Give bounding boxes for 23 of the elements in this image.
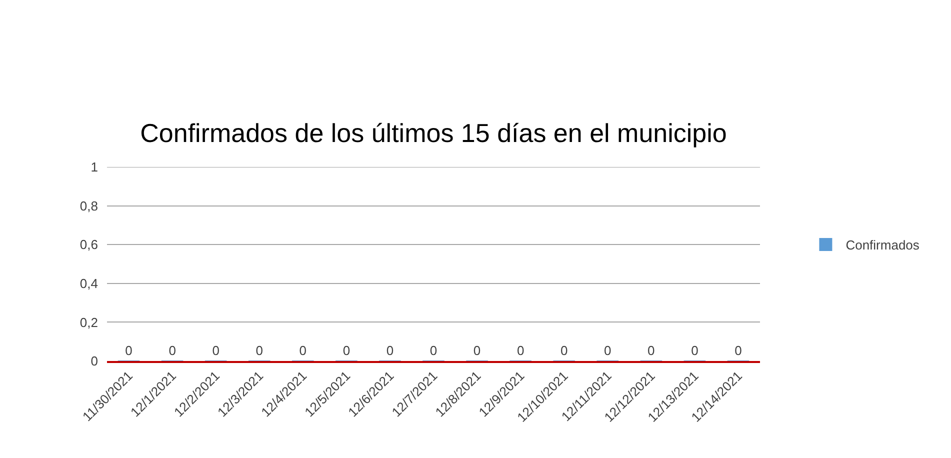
data-label: 0 (386, 343, 394, 358)
chart-title: Confirmados de los últimos 15 días en el municipio (140, 118, 727, 148)
data-label: 0 (256, 343, 263, 358)
data-label: 0 (560, 343, 568, 358)
y-tick-label: 0,4 (80, 276, 98, 291)
data-label: 0 (168, 343, 176, 358)
legend-label: Confirmados (846, 238, 920, 253)
y-tick-label: 0 (90, 354, 98, 369)
data-label: 0 (648, 343, 655, 358)
y-tick-label: 1 (90, 160, 98, 175)
data-label: 0 (342, 343, 350, 358)
data-label: 0 (516, 343, 524, 358)
data-label: 0 (473, 343, 481, 358)
data-label: 0 (125, 343, 132, 358)
data-label: 0 (604, 343, 612, 358)
y-tick-label: 0,6 (80, 237, 98, 252)
data-label: 0 (691, 343, 698, 358)
y-tick-label: 0,2 (80, 314, 98, 330)
data-label: 0 (734, 343, 742, 358)
data-label: 0 (430, 343, 438, 358)
y-tick-label: 0,8 (80, 198, 98, 214)
data-label: 0 (299, 343, 307, 358)
data-label: 0 (212, 343, 220, 358)
